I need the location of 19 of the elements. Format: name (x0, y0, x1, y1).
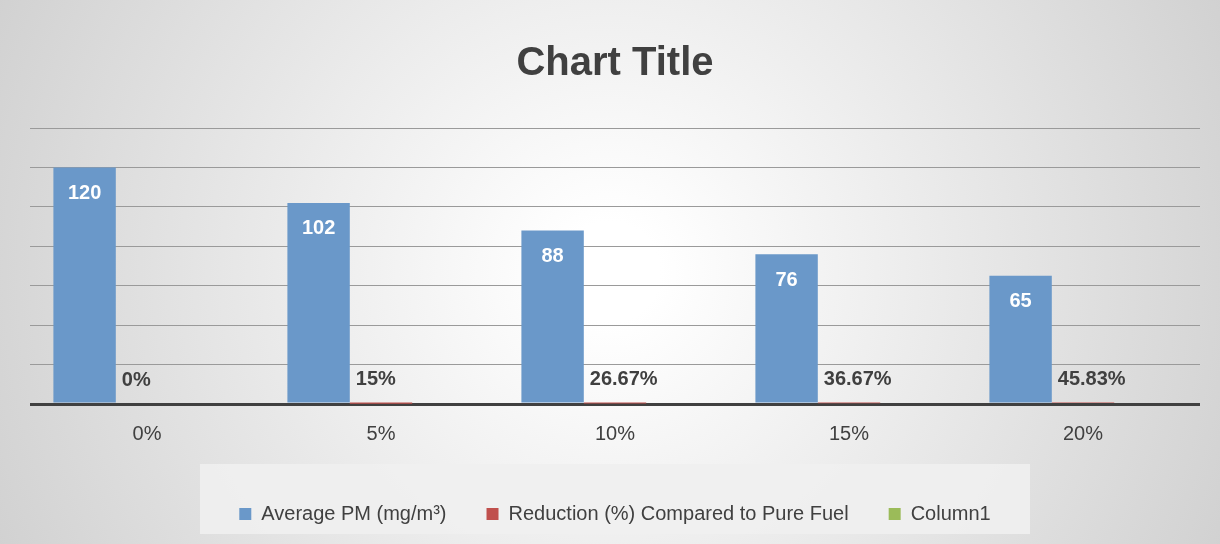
chart-title: Chart Title (516, 39, 714, 84)
data-label: 45.83% (1057, 366, 1126, 389)
x-tick-label: 0% (132, 421, 162, 444)
data-label: 102 (301, 216, 336, 239)
x-tick-label: 10% (594, 421, 636, 444)
legend-label: Average PM (mg/m³) (261, 501, 447, 524)
data-label: 0% (121, 367, 151, 390)
data-label: 76 (775, 267, 798, 290)
legend-label: Reduction (%) Compared to Pure Fuel (508, 501, 849, 524)
data-label: 65 (1009, 289, 1032, 312)
data-label: 36.67% (823, 366, 892, 389)
data-label: 15% (355, 367, 397, 390)
data-label: 26.67% (589, 366, 658, 389)
data-label: 88 (541, 244, 564, 267)
x-tick-label: 15% (828, 421, 870, 444)
legend-label: Column1 (910, 501, 991, 524)
x-tick-label: 5% (366, 421, 396, 444)
data-label: 120 (67, 180, 102, 203)
x-tick-label: 20% (1062, 421, 1104, 444)
